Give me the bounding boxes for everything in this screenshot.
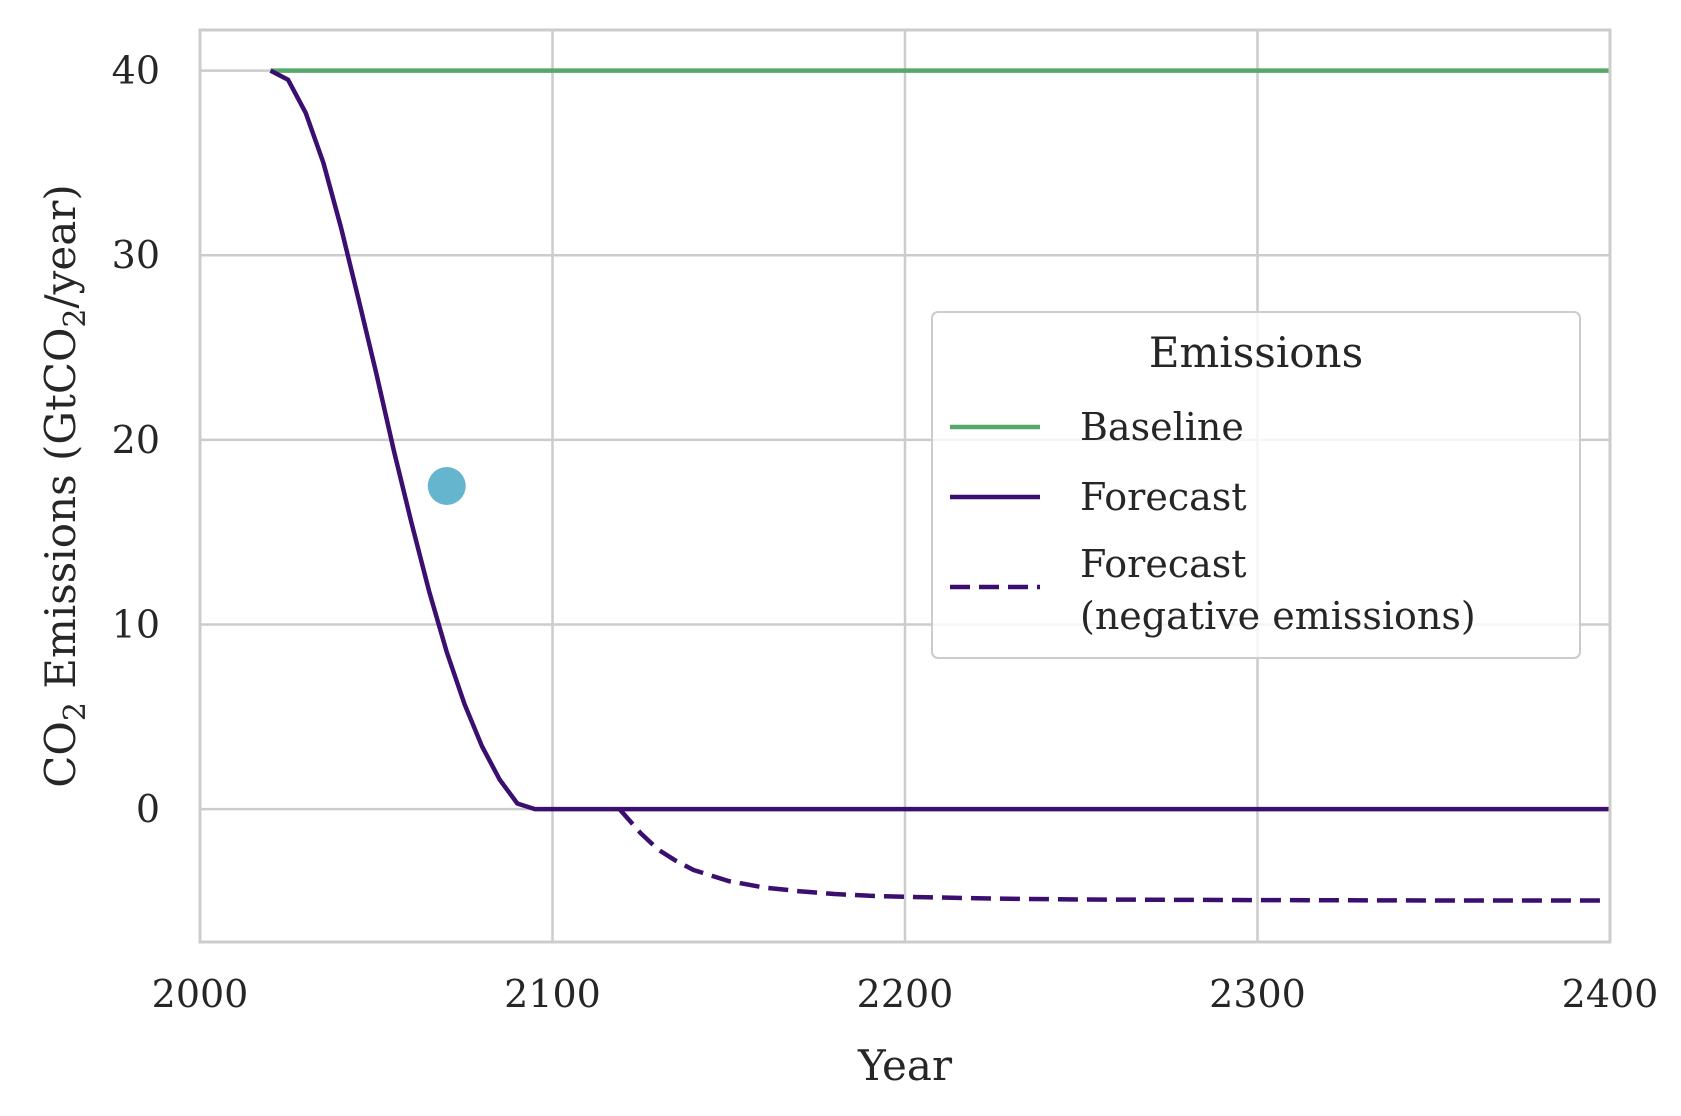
y-tick-labels: 0 10 20 30 40 — [112, 49, 160, 831]
x-tick-label: 2000 — [152, 972, 249, 1016]
legend-box — [931, 311, 1581, 659]
legend-label: Baseline — [1080, 405, 1244, 449]
series-layer — [269, 68, 1610, 903]
x-tick-label: 2300 — [1209, 972, 1306, 1016]
y-tick-label: 40 — [112, 49, 160, 93]
legend-entry: Baseline — [950, 405, 1244, 449]
points-layer — [427, 467, 466, 505]
series-line-1 — [269, 68, 1610, 812]
legend: Emissions Baseline Forecast Forecast (negat… — [931, 311, 1581, 659]
x-tick-label: 2200 — [857, 972, 954, 1016]
highlight-point — [427, 467, 466, 505]
legend-title: Emissions — [1149, 328, 1363, 377]
y-axis-title: CO2 Emissions (GtCO2/year) — [36, 184, 93, 787]
y-tick-label: 20 — [112, 418, 160, 462]
x-tick-labels: 2000 2100 2200 2300 2400 — [152, 972, 1659, 1016]
x-axis-title: Year — [857, 1041, 953, 1090]
y-tick-label: 30 — [112, 233, 160, 277]
legend-label: (negative emissions) — [1080, 594, 1476, 638]
legend-entries: Baseline Forecast Forecast (negative emissi… — [950, 405, 1476, 638]
legend-entry: Forecast (negative emissions) — [950, 542, 1476, 638]
legend-label: Forecast — [1080, 475, 1247, 519]
y-tick-label: 0 — [136, 787, 160, 831]
series-line-2 — [617, 807, 1610, 903]
plot-frame — [198, 28, 1612, 944]
x-tick-label: 2400 — [1562, 972, 1659, 1016]
legend-entry: Forecast — [950, 475, 1247, 519]
x-tick-label: 2100 — [504, 972, 601, 1016]
legend-label: Forecast — [1080, 542, 1247, 586]
y-tick-label: 10 — [112, 602, 160, 646]
